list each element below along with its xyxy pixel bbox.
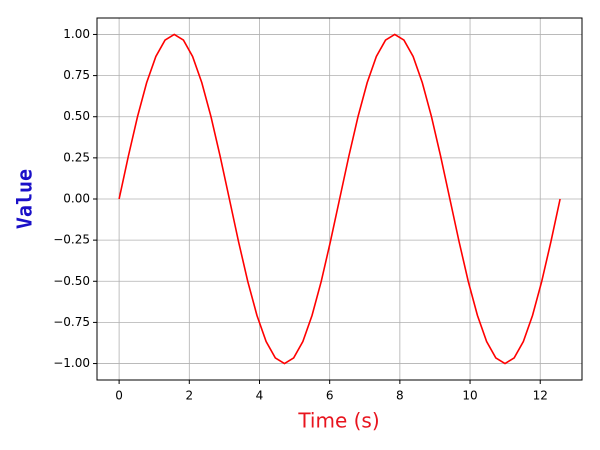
y-tick-label: 0.25	[63, 150, 90, 164]
plot-frame	[96, 17, 583, 381]
x-tick-label: 12	[533, 389, 548, 403]
x-tick-label: 2	[185, 389, 193, 403]
y-tick-label: 0.75	[63, 68, 90, 82]
x-tick-label: 0	[115, 389, 123, 403]
y-tick-label: −0.25	[53, 233, 90, 247]
x-tick-label: 10	[462, 389, 477, 403]
x-axis-label: Time (s)	[297, 409, 379, 433]
y-tick-label: −0.50	[53, 274, 90, 288]
y-tick-label: 0.00	[63, 192, 90, 206]
x-tick-label: 6	[326, 389, 334, 403]
x-tick-label: 4	[256, 389, 264, 403]
data-line	[118, 33, 561, 365]
y-tick-label: 0.50	[63, 109, 90, 123]
x-tick-label: 8	[396, 389, 404, 403]
y-tick-label: −1.00	[53, 356, 90, 370]
y-axis-label: Value	[13, 169, 37, 229]
y-tick-label: 1.00	[63, 27, 90, 41]
y-tick-label: −0.75	[53, 315, 90, 329]
